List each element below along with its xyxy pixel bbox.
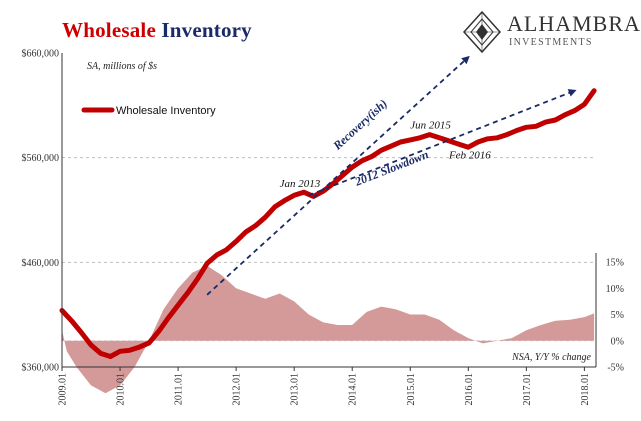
x-tick-label: 2012.01 [232,373,243,406]
chart-title: Wholesale Inventory [62,18,252,43]
y-left-tick-label: $660,000 [22,49,60,60]
yoy-area-series [62,265,595,394]
y-right-tick-label: 15% [606,258,624,269]
x-tick-label: 2010.01 [116,373,127,406]
annotation-label: 2012 Slowdown [352,147,431,189]
title-part-red: Wholesale [62,18,156,42]
trend-arrow [206,55,470,296]
secondary-note: NSA, Y/Y % change [511,352,591,363]
x-tick-label: 2014.01 [348,373,359,406]
alhambra-logo: ALHAMBRA INVESTMENTS [462,10,640,54]
trend-arrow [308,89,577,197]
y-right-tick-label: 10% [606,284,624,295]
logo-name: ALHAMBRA [507,11,641,36]
title-part-navy: Inventory [161,18,252,42]
x-tick-label: 2016.01 [464,373,475,406]
y-right-tick-label: 5% [611,310,624,321]
annotation-label: Recovery(ish) [330,96,390,153]
x-tick-label: 2015.01 [406,373,417,406]
logo-subtitle: INVESTMENTS [509,37,593,48]
inventory-line-layer [59,88,597,359]
axis-layer: $360,000 $460,000 $560,000 $660,000 -5% 0% 5% 1… [22,49,625,406]
diamond-logo-icon [462,10,502,54]
y-left-tick-label: $560,000 [22,153,60,164]
trend-arrow-layer [206,55,577,296]
x-tick-label: 2018.01 [580,373,591,406]
y-right-tick-label: 0% [611,336,624,347]
inventory-line-series [59,88,597,359]
y-left-tick-label: $460,000 [22,258,60,269]
yoy-area-layer [62,265,595,394]
annotation-label: Jan 2013 [280,178,321,190]
y-left-tick-label: $360,000 [22,363,60,374]
y-right-tick-label: -5% [607,363,624,374]
x-tick-label: 2013.01 [290,373,301,406]
legend-label: Wholesale Inventory [116,105,216,117]
x-tick-label: 2011.01 [174,373,185,405]
units-note: SA, millions of $s [87,61,157,72]
x-tick-label: 2009.01 [58,373,69,406]
annotation-label: Feb 2016 [448,150,491,162]
x-tick-label: 2017.01 [522,373,533,406]
annotation-label: Jun 2015 [410,119,451,131]
